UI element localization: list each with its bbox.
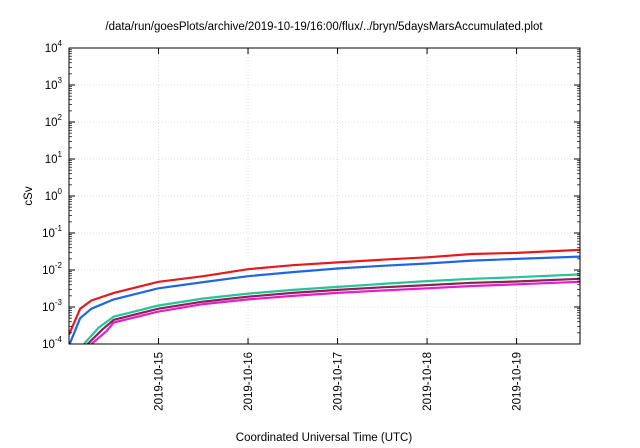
x-tick-label: 2019-10-15 [154, 352, 166, 411]
y-tick-label: 10-1 [42, 224, 62, 240]
series-line-5 [90, 280, 580, 344]
series-line-1 [69, 248, 580, 336]
y-axis-label: cSv [23, 186, 35, 205]
grid [69, 48, 580, 344]
x-tick-label: 2019-10-19 [512, 352, 524, 411]
x-tick-labels: 2019-10-15 2019-10-16 2019-10-17 2019-10-18… [154, 352, 524, 411]
series-group [69, 248, 580, 344]
y-tick-labels: 10-4 10-3 10-2 10-1 100 101 102 103 104 [42, 39, 62, 351]
x-tick-label: 2019-10-18 [422, 352, 434, 411]
y-tick-label: 10-3 [42, 298, 62, 314]
y-tick-label: 10-2 [42, 261, 62, 277]
y-tick-label: 102 [45, 113, 63, 129]
x-tick-label: 2019-10-17 [333, 352, 345, 411]
series-line-3 [83, 273, 580, 344]
y-tick-label: 10-4 [42, 335, 62, 351]
x-tick-label: 2019-10-16 [243, 352, 255, 411]
y-tick-label: 101 [45, 150, 63, 166]
series-line-4 [86, 277, 580, 344]
chart-title: /data/run/goesPlots/archive/2019-10-19/1… [105, 21, 543, 33]
x-axis-label: Coordinated Universal Time (UTC) [236, 432, 413, 444]
y-tick-label: 104 [45, 39, 63, 55]
ticks [69, 47, 580, 345]
y-tick-label: 100 [45, 187, 63, 203]
series-line-2 [69, 255, 580, 344]
y-tick-label: 103 [45, 76, 63, 92]
